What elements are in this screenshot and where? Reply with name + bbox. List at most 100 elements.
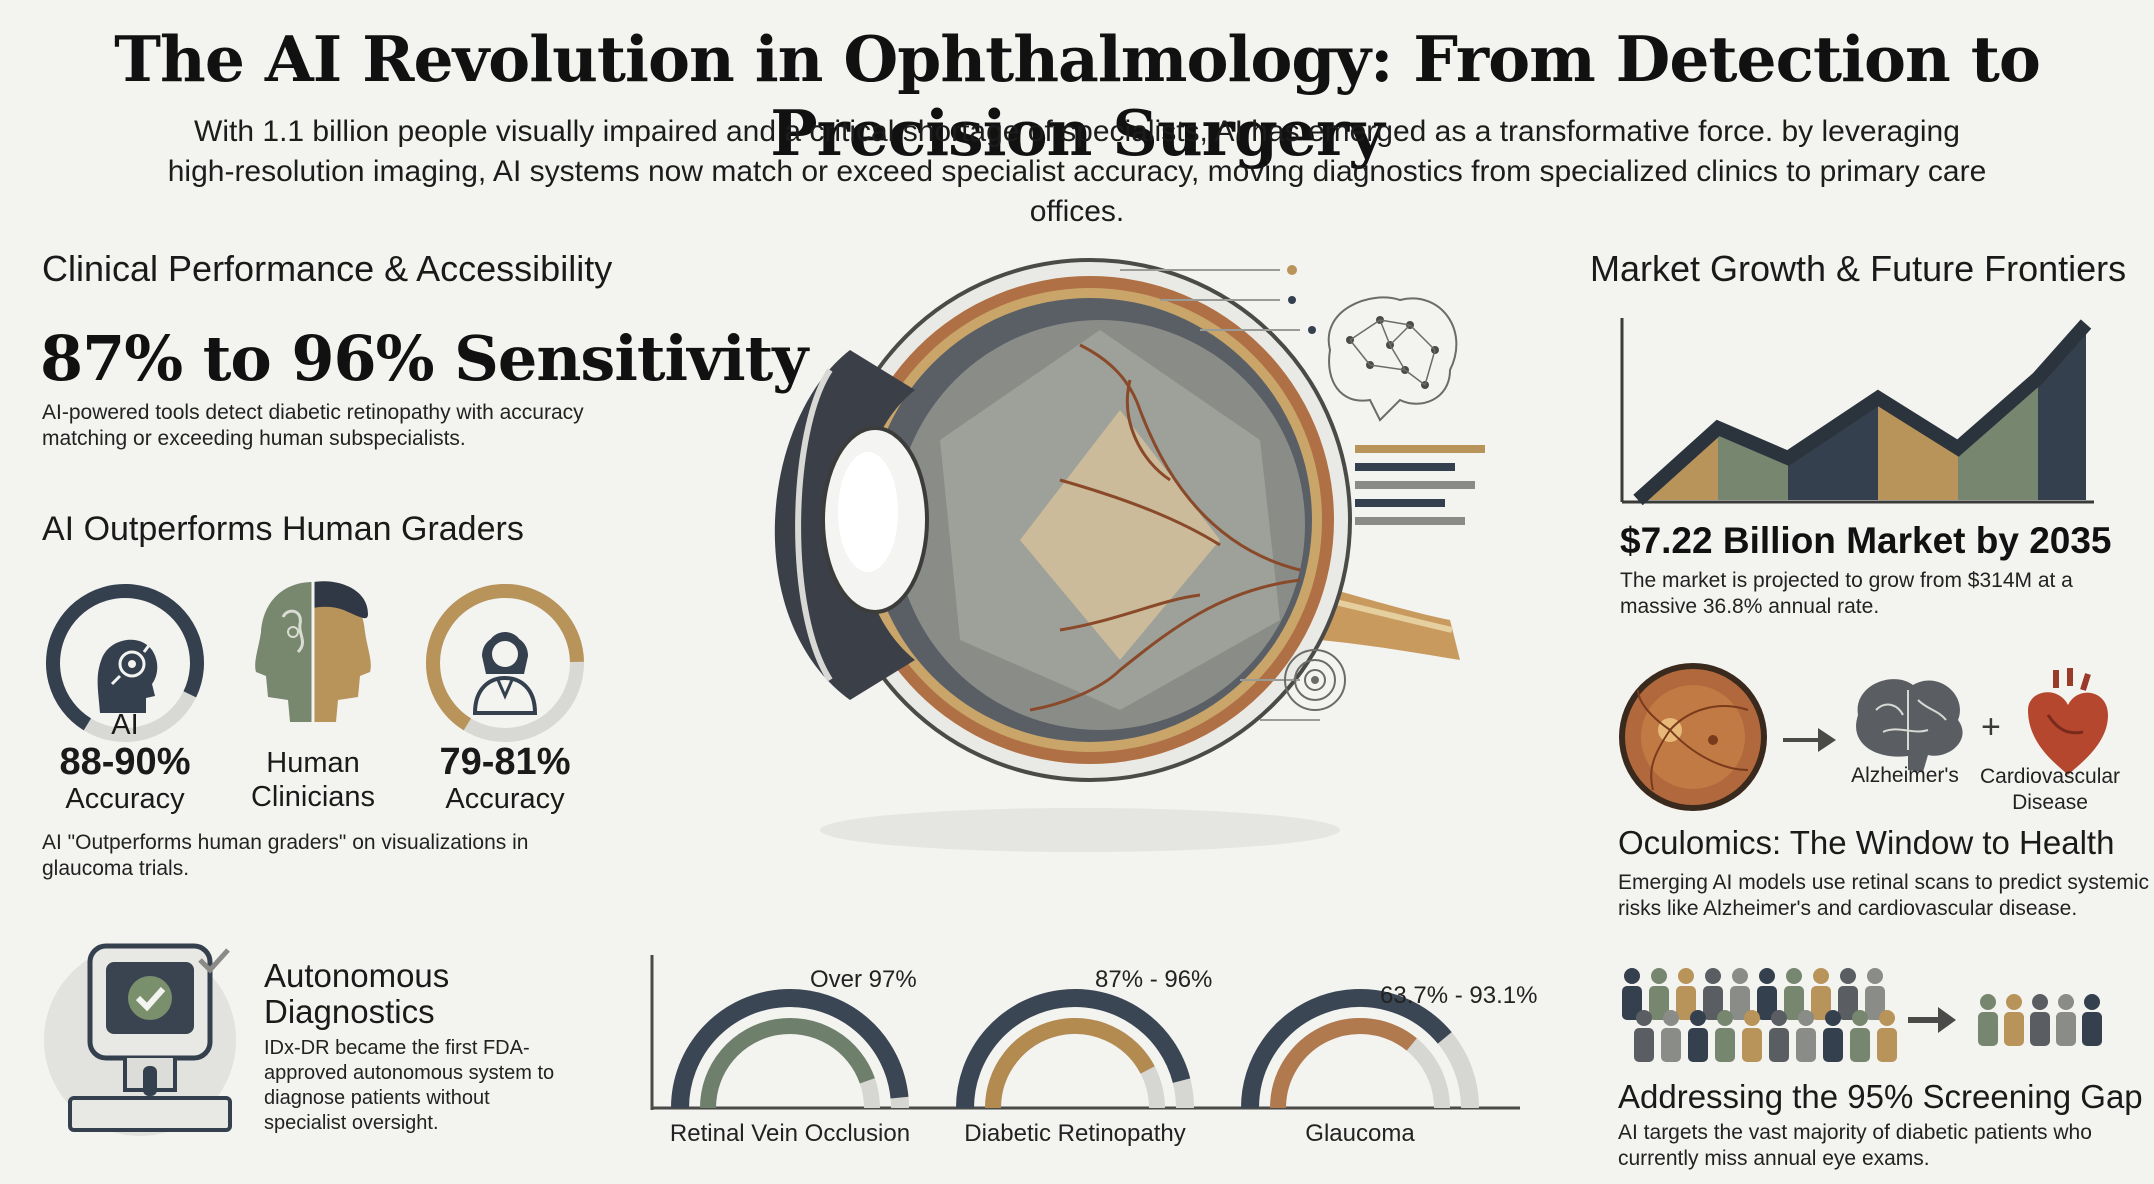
screening-gap-description: AI targets the vast majority of diabetic… [1618, 1120, 2092, 1172]
market-description: The market is projected to grow from $31… [1620, 568, 2073, 620]
autonomous-body-line-4: specialist oversight. [264, 1112, 439, 1134]
retinal-vessels [1029, 343, 1301, 712]
arc-inner-0 [700, 1018, 875, 1109]
arc-value-1: 87% - 96% [1095, 966, 1213, 993]
right-section-title: Market Growth & Future Frontiers [1590, 248, 2127, 289]
person-icon [1703, 968, 1723, 1020]
autonomous-body-line-3: diagnose patients without [264, 1087, 490, 1109]
page-title: The AI Revolution in Ophthalmology: From… [114, 22, 2041, 170]
brain-icon [1856, 679, 1963, 772]
screening-gap-title: Addressing the 95% Screening Gap [1618, 1078, 2143, 1115]
clinician-icon [472, 632, 538, 715]
arrow-icon [1908, 1007, 1956, 1033]
alzheimers-label: Alzheimer's [1851, 764, 1959, 787]
gap-line-1: AI targets the vast majority of diabetic… [1618, 1121, 2092, 1144]
cardiovascular-label-line-1: Cardiovascular [1979, 765, 2121, 788]
oculomics-line-1: Emerging AI models use retinal scans to … [1618, 871, 2150, 894]
arrow-icon [1783, 728, 1836, 752]
ai-value: 88-90% [59, 741, 191, 783]
person-icon [1811, 968, 1831, 1020]
intro-line-2: high-resolution imaging, AI systems now … [167, 155, 1987, 228]
graders-note-line-1: AI "Outperforms human graders" on visual… [42, 831, 529, 854]
check-icon [198, 948, 230, 974]
oculomics-description: Emerging AI models use retinal scans to … [1618, 870, 2149, 922]
person-icon [1850, 1010, 1870, 1062]
ai-accuracy-gauge [46, 584, 204, 742]
person-icon [1634, 1010, 1654, 1062]
human-label-line-1: Human [266, 747, 360, 779]
data-bars-icon [1355, 445, 1485, 525]
person-icon [1865, 968, 1885, 1020]
cardiovascular-label: Cardiovascular Disease [1970, 764, 2130, 816]
sensitivity-line-1: AI-powered tools detect diabetic retinop… [42, 401, 584, 424]
person-icon [2082, 994, 2102, 1046]
person-icon [1661, 1010, 1681, 1062]
person-icon [1784, 968, 1804, 1020]
sensitivity-description: AI-powered tools detect diabetic retinop… [42, 400, 584, 452]
person-icon [2030, 994, 2050, 1046]
screening-gap-crowd-icon [1622, 968, 2102, 1062]
market-stat: $7.22 Billion Market by 2035 [1620, 520, 2112, 561]
autonomous-title: Autonomous Diagnostics [264, 958, 449, 1030]
arc-inner-1 [985, 1018, 1155, 1109]
person-icon [1688, 1010, 1708, 1062]
human-value: 79-81% [439, 741, 571, 783]
person-icon [1877, 1010, 1897, 1062]
neural-network-icon [1327, 296, 1458, 422]
arc-inner-track-2 [1270, 1018, 1450, 1109]
autonomous-device-icon [44, 943, 236, 1136]
sensitivity-stat: 87% to 96% Sensitivity [40, 322, 808, 395]
market-line-1: The market is projected to grow from $31… [1620, 569, 2073, 592]
autonomous-body-line-2: approved autonomous system to [264, 1062, 555, 1084]
person-icon [1742, 1010, 1762, 1062]
arc-outer-1 [956, 989, 1191, 1109]
oculomics-icons: + [1619, 663, 2108, 811]
person-icon [1769, 1010, 1789, 1062]
ai-unit: Accuracy [65, 783, 185, 815]
human-unit: Accuracy [445, 783, 565, 815]
heart-icon [2028, 668, 2108, 775]
plus-icon: + [1981, 708, 2001, 746]
arc-outer-2 [1241, 989, 1452, 1109]
person-icon [1796, 1010, 1816, 1062]
person-icon [1978, 994, 1998, 1046]
person-icon [1730, 968, 1750, 1020]
autonomous-title-line-1: Autonomous [264, 957, 450, 994]
eye-anatomy-illustration [774, 258, 1485, 852]
arc-inner-track-1 [985, 1018, 1165, 1109]
human-gauge-arc [426, 584, 584, 731]
arc-label-0: Retinal Vein Occlusion [669, 1120, 911, 1147]
sensitivity-line-2: matching or exceeding human subspecialis… [42, 427, 466, 450]
oculomics-title: Oculomics: The Window to Health [1618, 824, 2115, 861]
person-icon [1715, 1010, 1735, 1062]
graders-title: AI Outperforms Human Graders [42, 510, 524, 548]
person-icon [2004, 994, 2024, 1046]
human-accuracy-gauge [426, 584, 584, 742]
autonomous-title-line-2: Diagnostics [264, 993, 435, 1030]
autonomous-body: IDx-DR became the first FDA- approved au… [264, 1036, 554, 1136]
cardiovascular-label-line-2: Disease [2012, 791, 2088, 814]
arc-value-0: Over 97% [810, 966, 917, 993]
ai-gauge-arc [46, 584, 204, 731]
arc-inner-2 [1270, 1018, 1417, 1109]
person-icon [1757, 968, 1777, 1020]
intro-text: With 1.1 billion people visually impaire… [120, 112, 2034, 232]
arc-label-2: Glaucoma [1305, 1120, 1415, 1147]
gap-line-2: currently miss annual eye exams. [1618, 1147, 1930, 1170]
person-icon [1838, 968, 1858, 1020]
human-label-line-2: Clinicians [250, 781, 376, 813]
arc-value-2: 63.7% - 93.1% [1380, 982, 1538, 1009]
left-section-title: Clinical Performance & Accessibility [42, 248, 613, 289]
ai-head-icon [97, 639, 158, 713]
person-icon [1649, 968, 1669, 1020]
person-icon [2056, 994, 2076, 1046]
graders-note: AI "Outperforms human graders" on visual… [42, 830, 528, 882]
ai-human-split-face-icon [255, 580, 371, 722]
market-growth-chart [1620, 318, 2094, 506]
arc-label-1: Diabetic Retinopathy [964, 1120, 1186, 1147]
person-icon [1676, 968, 1696, 1020]
intro-line-1: With 1.1 billion people visually impaire… [194, 115, 1960, 148]
scan-target-icon [1284, 649, 1346, 711]
ai-label: AI [111, 709, 139, 741]
arc-inner-track-0 [700, 1018, 880, 1109]
